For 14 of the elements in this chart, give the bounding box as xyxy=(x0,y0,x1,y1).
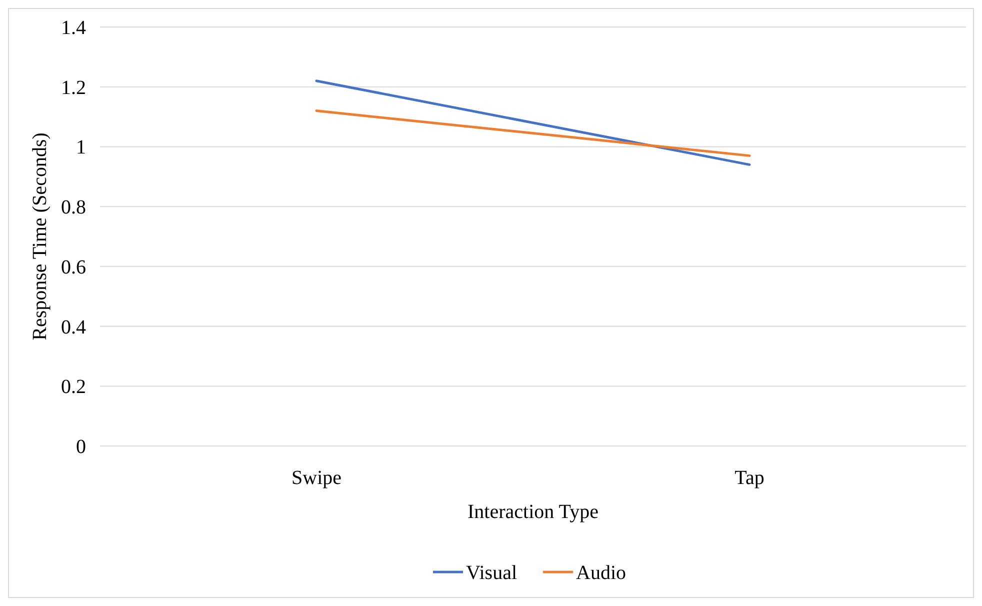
legend-label: Visual xyxy=(466,562,518,584)
y-tick-label: 1 xyxy=(76,136,86,159)
y-tick-label: 0.4 xyxy=(61,316,86,338)
y-tick-label: 0.8 xyxy=(61,196,86,219)
y-tick-label: 0 xyxy=(76,436,86,458)
legend-label: Audio xyxy=(576,562,626,584)
x-tick-label: Swipe xyxy=(292,467,342,489)
y-tick-label: 0.2 xyxy=(61,376,86,398)
x-axis-title: Interaction Type xyxy=(468,501,599,523)
y-axis-title: Response Time (Seconds) xyxy=(29,132,51,340)
x-tick-label: Tap xyxy=(734,467,764,489)
y-tick-label: 1.4 xyxy=(61,17,86,39)
y-tick-label: 0.6 xyxy=(61,256,86,278)
y-tick-label: 1.2 xyxy=(61,76,86,99)
